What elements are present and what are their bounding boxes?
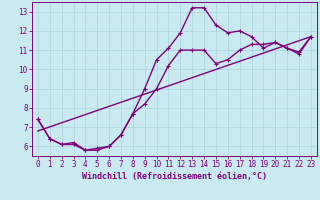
- X-axis label: Windchill (Refroidissement éolien,°C): Windchill (Refroidissement éolien,°C): [82, 172, 267, 181]
